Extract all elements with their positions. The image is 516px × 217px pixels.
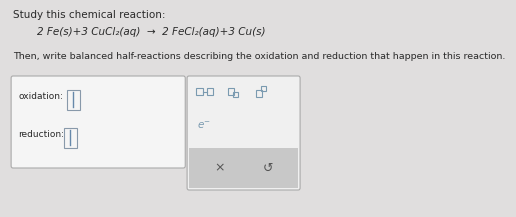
FancyBboxPatch shape bbox=[11, 76, 185, 168]
Text: Study this chemical reaction:: Study this chemical reaction: bbox=[13, 10, 166, 20]
FancyBboxPatch shape bbox=[64, 128, 77, 148]
Text: ×: × bbox=[214, 161, 225, 174]
Text: $\mathit{e}^{-}$: $\mathit{e}^{-}$ bbox=[197, 120, 212, 131]
Text: oxidation:: oxidation: bbox=[19, 92, 63, 101]
FancyBboxPatch shape bbox=[189, 148, 298, 188]
Text: reduction:: reduction: bbox=[19, 130, 64, 139]
Text: Then, write balanced half-reactions describing the oxidation and reduction that : Then, write balanced half-reactions desc… bbox=[13, 52, 505, 61]
FancyBboxPatch shape bbox=[67, 90, 79, 110]
Text: 2 Fe(s)+3 CuCl₂(aq)  →  2 FeCl₂(aq)+3 Cu(s): 2 Fe(s)+3 CuCl₂(aq) → 2 FeCl₂(aq)+3 Cu(s… bbox=[37, 27, 266, 37]
Text: ↺: ↺ bbox=[263, 161, 273, 174]
FancyBboxPatch shape bbox=[187, 76, 300, 190]
